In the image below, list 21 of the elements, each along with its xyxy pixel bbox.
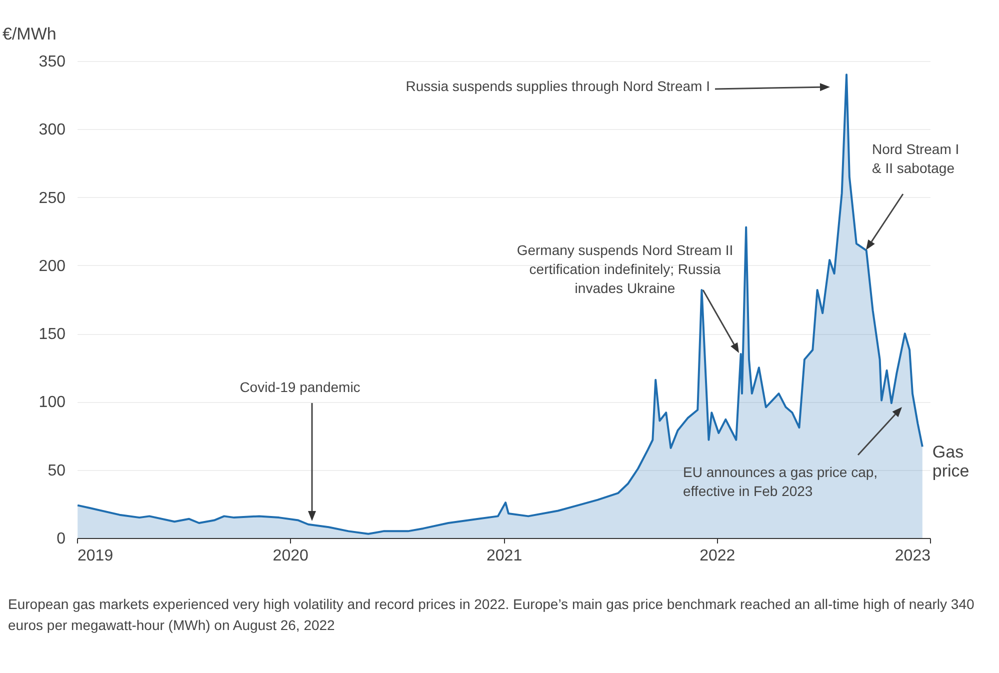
y-tick-label: 50 [48,462,66,480]
x-tick-label: 2023 [894,548,931,564]
annotation: Nord Stream I & II sabotage [872,140,960,178]
y-tick-label: 100 [38,394,66,412]
y-tick-label: 300 [38,122,66,139]
series-label: Gas price [932,442,970,481]
y-tick-label: 350 [38,54,66,70]
y-axis-title: €/MWh [2,24,56,44]
annotation: Russia suspends supplies through Nord Stream I [404,77,710,96]
y-tick-label: 0 [56,530,66,548]
x-tick-label: 2022 [700,548,736,564]
y-tick-label: 200 [38,258,66,275]
x-tick-label: 2021 [486,548,522,564]
x-tick-label: 2020 [272,548,308,564]
annotation: EU announces a gas price cap, effective in Feb 2023 [683,463,879,501]
y-tick-label: 250 [38,190,66,207]
annotation: Germany suspends Nord Stream II certification indefinitely; Russia invades Ukraine [516,241,734,298]
y-tick-label: 150 [38,326,66,344]
annotation: Covid-19 pandemic [238,378,362,397]
x-tick-label: 2019 [78,548,114,564]
text: European gas markets experienced very high volatility and record prices in 2022. Europe’s main gas price benchmark reached an all-time high of nearly 340 euros per megawatt-hour (MWh) on August 26, 2022 [8,595,976,635]
